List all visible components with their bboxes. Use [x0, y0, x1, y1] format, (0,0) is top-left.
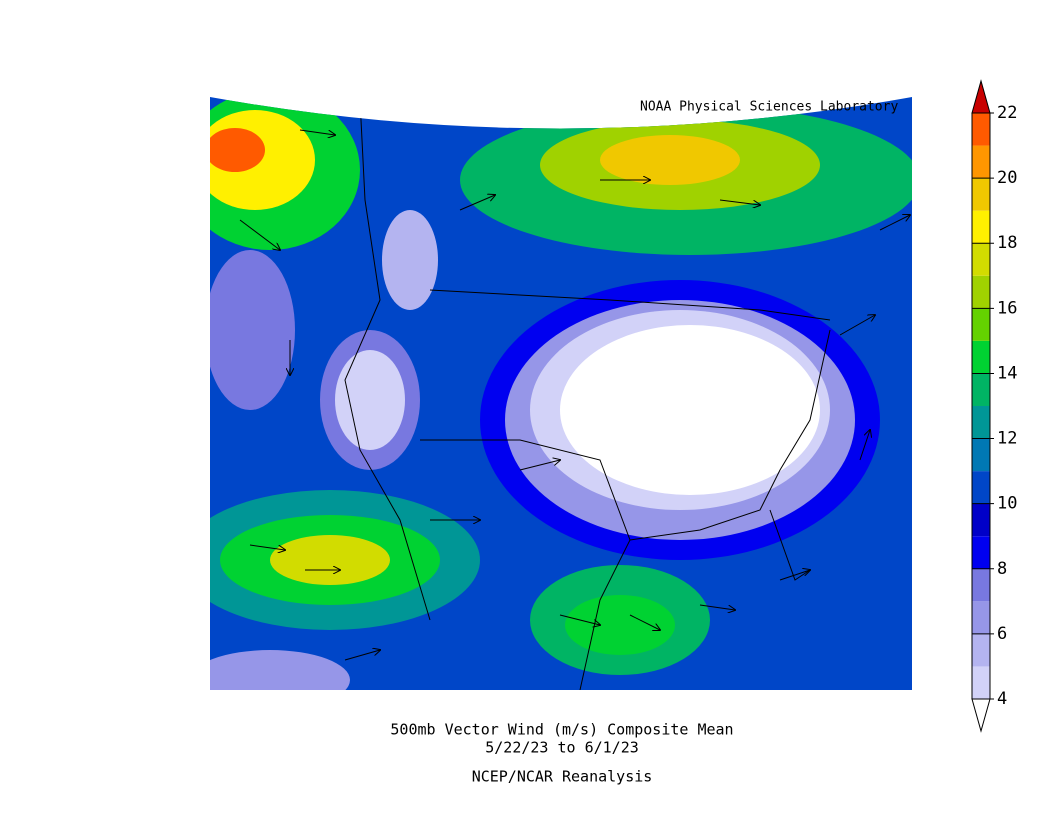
colorbar-label: 14 — [997, 363, 1017, 383]
wind-field — [210, 97, 912, 690]
colorbar-band — [972, 568, 990, 602]
colorbar-band — [972, 243, 990, 276]
colorbar-label: 6 — [997, 624, 1007, 644]
colorbar-band — [972, 633, 990, 667]
caption-source: NCEP/NCAR Reanalysis — [472, 768, 653, 786]
colorbar-label: 16 — [997, 298, 1017, 318]
wind-vectors — [239, 129, 910, 661]
colorbar-band — [972, 438, 990, 472]
colorbar-band — [972, 275, 990, 309]
caption-dates: 5/22/23 to 6/1/23 — [485, 739, 639, 757]
colorbar-band — [972, 503, 990, 537]
colorbar-label: 22 — [997, 103, 1017, 123]
colorbar-under — [971, 698, 991, 733]
colorbar-band — [972, 210, 990, 244]
colorbar-band — [972, 113, 990, 146]
colorbar-band — [972, 178, 990, 211]
colorbar-band — [972, 471, 990, 504]
colorbar-label: 8 — [997, 559, 1007, 579]
colorbar-band — [972, 340, 990, 374]
colorbar-label: 12 — [997, 429, 1017, 449]
lab-label: NOAA Physical Sciences Laboratory — [640, 100, 898, 115]
colorbar: 4 6 8 10 12 14 16 18 20 22 — [971, 79, 1017, 733]
colorbar-label: 4 — [997, 689, 1007, 709]
colorbar-label: 20 — [997, 168, 1017, 188]
colorbar-band — [972, 373, 990, 406]
colorbar-label: 18 — [997, 233, 1017, 253]
colorbar-band — [972, 601, 990, 634]
colorbar-band — [972, 406, 990, 439]
colorbar-band — [972, 145, 990, 179]
colorbar-band — [972, 666, 990, 699]
colorbar-band — [972, 308, 990, 341]
colorbar-label: 10 — [997, 494, 1017, 514]
colorbar-band — [972, 536, 990, 569]
caption-title: 500mb Vector Wind (m/s) Composite Mean — [390, 721, 733, 739]
colorbar-over — [971, 79, 991, 114]
coastlines — [344, 99, 831, 690]
